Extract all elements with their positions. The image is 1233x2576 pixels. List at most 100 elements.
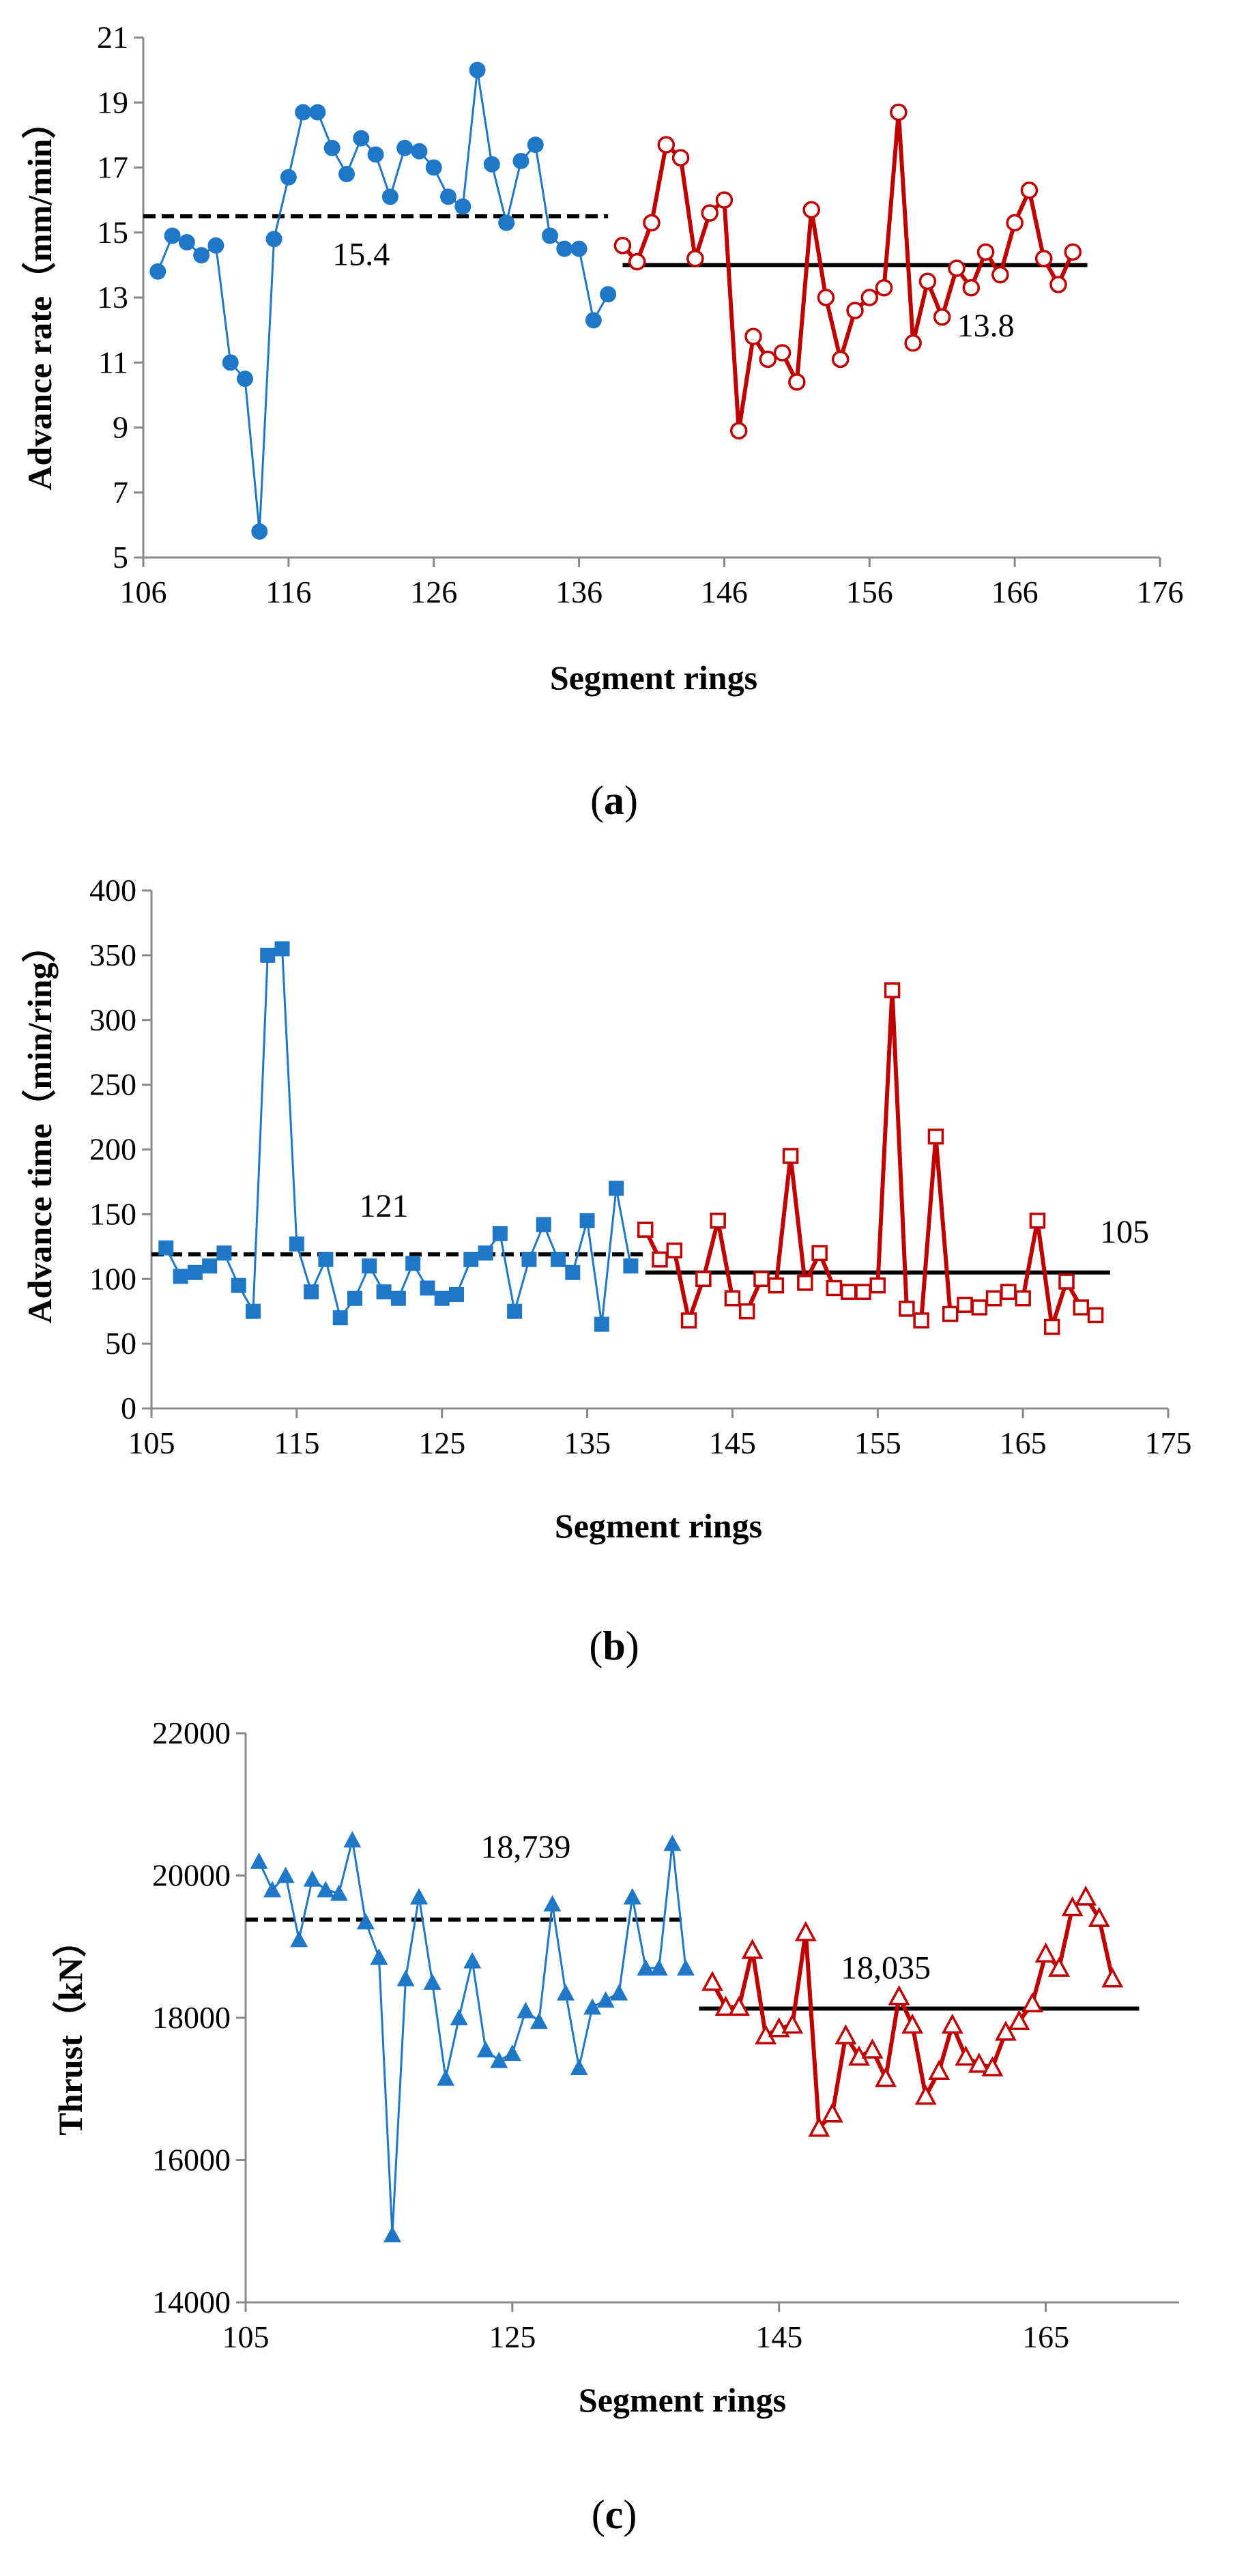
panel-b-series-before-point (187, 1264, 203, 1280)
panel-c-y-axis-label: Thrust（kN） (51, 1923, 89, 2135)
panel-a-series-before-point (164, 227, 181, 244)
panel-c-series-before-point (370, 1948, 388, 1965)
panel-c-series-before-point (276, 1866, 295, 1883)
panel-b-series-after-point (985, 1290, 1002, 1307)
panel-b-series-before-point (536, 1217, 551, 1232)
panel-b-series-before-line (164, 947, 632, 1326)
panel-a-series-after-point (715, 191, 734, 209)
panel-a-series-after-point (628, 252, 646, 271)
panel-a-series-after-point (948, 259, 966, 277)
panel-c-x-ticks: 105 125 145 165 (222, 2302, 1069, 2354)
panel-b-series-after-point (855, 1284, 871, 1300)
panel-b-series-after-point (695, 1271, 712, 1287)
panel-a-series-before-point (309, 104, 326, 121)
panel-b-x-tick-label: 135 (564, 1426, 611, 1460)
panel-c-series-before-line (258, 1838, 687, 2236)
panel-b-series-after-point (1029, 1213, 1046, 1229)
panel-b-series-after-point (927, 1128, 944, 1145)
panel-c-caption-letter: c (605, 2492, 624, 2537)
panel-a-series-before-point (425, 159, 442, 176)
panel-a-caption: (a) (590, 778, 638, 823)
panel-a-series-before-point (251, 523, 268, 540)
panel-b-mean-labels: 121 105 (360, 1188, 1150, 1250)
panel-a-series-before-point (338, 166, 355, 183)
panel-b-y-axis-label: Advance time（min/ring） (20, 928, 59, 1323)
panel-a-y-tick-label: 9 (113, 410, 128, 445)
panel-b-series-after-point (826, 1279, 843, 1297)
panel-b-series (158, 941, 1104, 1335)
panel-a-series-before-point (498, 214, 515, 231)
panel-c-series-after-point (1008, 2010, 1030, 2031)
panel-b-series-before-point (609, 1181, 624, 1196)
panel-b-series-after-point (782, 1148, 799, 1164)
panel-b-series-after-point (753, 1271, 770, 1287)
panel-a-series-after-point (773, 344, 792, 362)
panel-a-series-before-point (193, 247, 210, 264)
panel-b-series-before-point (420, 1280, 435, 1296)
panel-a-series-before-point (512, 152, 530, 169)
panel-a-series-before-point (396, 139, 414, 156)
panel-b-series-after-point (913, 1312, 929, 1329)
panel-c-series-after-point (901, 2013, 924, 2034)
panel-c-mean-labels: 18,739 18,035 (480, 1829, 931, 1986)
panel-b-series-after-point (899, 1301, 915, 1317)
panel-a-series-after-point (846, 302, 864, 319)
panel-a-series-after-point (904, 334, 922, 352)
panel-b-y-tick-label: 250 (89, 1067, 136, 1102)
panel-c-series-after-point (821, 2102, 843, 2123)
panel-b-series-after-point (971, 1299, 988, 1316)
panel-b-series-after-point (957, 1297, 973, 1313)
panel-a-series-after-point (802, 201, 820, 219)
panel-c-series-before-point (423, 1973, 441, 1990)
panel-a-series-after-point (831, 350, 850, 368)
panel-c-series-after-point (781, 2013, 804, 2034)
panel-a-series-before-point (178, 234, 195, 251)
panel-b-series-before-point (623, 1258, 639, 1274)
panel-c-series-after-point (995, 2021, 1017, 2041)
panel-b-series-before-point (463, 1251, 479, 1267)
panel-c-x-tick-label: 105 (222, 2319, 270, 2354)
panel-a-series-after-point (962, 278, 981, 297)
panel-c-series-before-point (517, 2001, 535, 2018)
panel-c-series-before-point (503, 2044, 521, 2061)
panel-b-series-after-point (1058, 1273, 1075, 1290)
panel-a-series-before-point (265, 231, 282, 248)
panel-c-series-before-point (610, 1984, 628, 2001)
panel-b-x-tick-label: 145 (709, 1426, 756, 1460)
panel-b-series-before-point (565, 1264, 581, 1280)
panel-b-series-after-point (724, 1290, 741, 1307)
panel-b-x-tick-label: 105 (128, 1426, 175, 1460)
panel-c-mean-lines (246, 1917, 1140, 2011)
panel-c-series-before-point (330, 1884, 348, 1901)
panel-c-series-after-point (1048, 1956, 1071, 1977)
panel-a-y-tick-label: 21 (97, 20, 128, 55)
panel-b-mean-label: 105 (1100, 1214, 1149, 1250)
panel-c-series-before-point (410, 1887, 429, 1905)
panel-a-series-after-point (788, 373, 806, 391)
panel-a-series-before-point (381, 188, 398, 205)
panel-b-caption: (b) (589, 1623, 639, 1668)
panel-b-y-tick-label: 0 (121, 1391, 136, 1426)
panel-c-series-before-point (437, 2069, 455, 2086)
panel-a-series-after-point (1020, 182, 1039, 199)
panel-c-x-axis-label: Segment rings (579, 2381, 786, 2419)
panel-b-series-after-point (1015, 1290, 1031, 1307)
panel-c-series-before-point (290, 1930, 308, 1948)
panel-b-series-before-point (376, 1284, 392, 1300)
panel-c-series-before-point (317, 1881, 335, 1898)
panel-c-series (250, 1831, 1124, 2243)
panel-c-y-tick-label: 16000 (152, 2143, 231, 2177)
panel-c-series-after-point (714, 1995, 737, 2016)
panel-b-series-before-point (332, 1310, 348, 1326)
panel-c-series-after-point (835, 2024, 857, 2044)
panel-c-series-after-point (955, 2045, 977, 2066)
panel-b-x-tick-label: 115 (274, 1426, 319, 1460)
panel-c-series-before-point (557, 1984, 575, 2001)
panel-c-series-before-point (583, 1998, 602, 2015)
panel-a-series-after-point (729, 422, 748, 440)
panel-a-series-before-point (149, 263, 166, 280)
panel-b-series-after-point (738, 1303, 755, 1320)
panel-b-series-after-point (1043, 1318, 1060, 1335)
panel-a-series-after-point (744, 328, 762, 345)
panel-a-series-after-point (1034, 250, 1053, 267)
